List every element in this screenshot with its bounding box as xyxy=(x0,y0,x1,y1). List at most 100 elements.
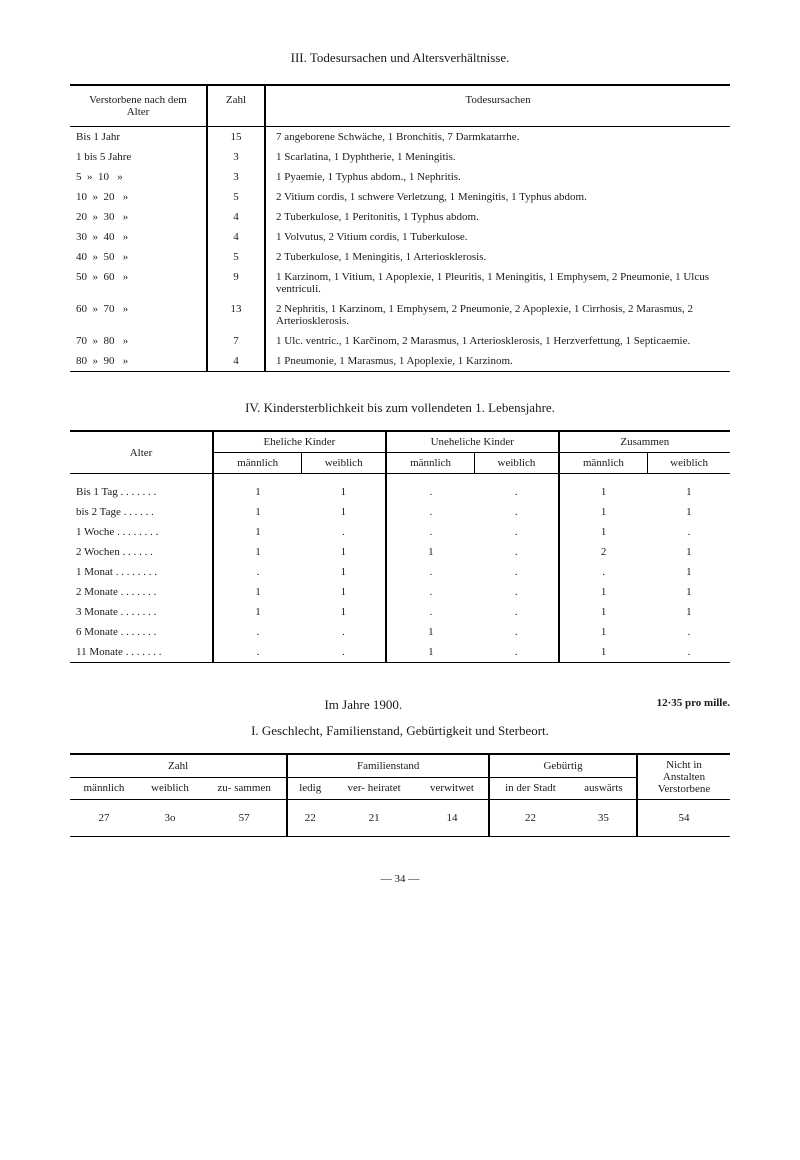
desc-cell: 1 Ulc. ventric., 1 Karčinom, 2 Marasmus,… xyxy=(265,331,730,351)
cell: 22 xyxy=(489,800,571,837)
value-cell: . xyxy=(302,522,386,542)
pro-mille: 12·35 pro mille. xyxy=(657,697,730,709)
desc-cell: 1 Scarlatina, 1 Dyphtherie, 1 Meningitis… xyxy=(265,147,730,167)
value-cell: . xyxy=(386,482,475,502)
im-jahre-text: Im Jahre 1900. xyxy=(324,697,402,712)
value-cell: . xyxy=(475,542,559,562)
value-cell: 1 xyxy=(648,582,730,602)
alter-cell: 60 » 70 » xyxy=(70,299,207,331)
value-cell: . xyxy=(475,622,559,642)
value-cell: 1 xyxy=(302,542,386,562)
cell: 57 xyxy=(202,800,287,837)
value-cell: . xyxy=(648,622,730,642)
value-cell: . xyxy=(475,502,559,522)
desc-cell: 2 Tuberkulose, 1 Meningitis, 1 Arteriosk… xyxy=(265,247,730,267)
value-cell: 1 xyxy=(213,582,302,602)
value-cell: 1 xyxy=(213,602,302,622)
zahl-cell: 4 xyxy=(207,207,265,227)
col-eheliche: Eheliche Kinder xyxy=(213,431,386,453)
desc-cell: 1 Pneumonie, 1 Marasmus, 1 Apoplexie, 1 … xyxy=(265,351,730,372)
value-cell: . xyxy=(475,482,559,502)
value-cell: . xyxy=(213,562,302,582)
value-cell: . xyxy=(475,562,559,582)
alter-cell: Bis 1 Jahr xyxy=(70,127,207,148)
value-cell: . xyxy=(386,502,475,522)
alter-cell: 40 » 50 » xyxy=(70,247,207,267)
value-cell: 1 xyxy=(386,642,475,663)
table-iv: Alter Eheliche Kinder Uneheliche Kinder … xyxy=(70,430,730,663)
section-1-title: I. Geschlecht, Familienstand, Gebürtigke… xyxy=(70,723,730,739)
value-cell: 1 xyxy=(559,582,648,602)
desc-cell: 7 angeborene Schwäche, 1 Bronchitis, 7 D… xyxy=(265,127,730,148)
col-desc: Todesursachen xyxy=(265,85,730,127)
value-cell: . xyxy=(386,562,475,582)
cell: 14 xyxy=(416,800,489,837)
alter-cell: Bis 1 Tag . . . . . . . xyxy=(70,482,213,502)
cell: 3o xyxy=(138,800,202,837)
value-cell: . xyxy=(648,522,730,542)
value-cell: . xyxy=(386,582,475,602)
section-4-title: IV. Kindersterblichkeit bis zum vollende… xyxy=(70,400,730,416)
sub: männlich xyxy=(70,777,138,799)
col-familienstand: Familienstand xyxy=(287,754,489,777)
alter-cell: 80 » 90 » xyxy=(70,351,207,372)
sub: auswärts xyxy=(571,777,637,799)
value-cell: . xyxy=(386,602,475,622)
value-cell: . xyxy=(386,522,475,542)
cell: 22 xyxy=(287,800,332,837)
value-cell: 1 xyxy=(559,502,648,522)
value-cell: . xyxy=(475,642,559,663)
sub: ledig xyxy=(287,777,332,799)
page-footer: — 34 — xyxy=(70,873,730,885)
value-cell: . xyxy=(213,622,302,642)
alter-cell: 70 » 80 » xyxy=(70,331,207,351)
alter-cell: 1 Woche . . . . . . . . xyxy=(70,522,213,542)
alter-cell: 6 Monate . . . . . . . xyxy=(70,622,213,642)
value-cell: 1 xyxy=(386,542,475,562)
zahl-cell: 7 xyxy=(207,331,265,351)
value-cell: . xyxy=(475,522,559,542)
value-cell: 2 xyxy=(559,542,648,562)
value-cell: 1 xyxy=(559,522,648,542)
sub-w: weiblich xyxy=(475,453,559,474)
zahl-cell: 9 xyxy=(207,267,265,299)
value-cell: 1 xyxy=(386,622,475,642)
cell: 21 xyxy=(332,800,416,837)
value-cell: 1 xyxy=(648,482,730,502)
value-cell: 1 xyxy=(559,602,648,622)
alter-cell: 30 » 40 » xyxy=(70,227,207,247)
sub: zu- sammen xyxy=(202,777,287,799)
desc-cell: 2 Nephritis, 1 Karzinom, 1 Emphysem, 2 P… xyxy=(265,299,730,331)
alter-cell: 1 Monat . . . . . . . . xyxy=(70,562,213,582)
value-cell: 1 xyxy=(302,602,386,622)
value-cell: 1 xyxy=(559,642,648,663)
desc-cell: 2 Vitium cordis, 1 schwere Verletzung, 1… xyxy=(265,187,730,207)
value-cell: 1 xyxy=(213,502,302,522)
value-cell: 1 xyxy=(213,542,302,562)
value-cell: 1 xyxy=(559,622,648,642)
zahl-cell: 13 xyxy=(207,299,265,331)
col-alter: Alter xyxy=(70,431,213,474)
im-jahre-title: Im Jahre 1900. 12·35 pro mille. xyxy=(70,697,730,713)
alter-cell: 20 » 30 » xyxy=(70,207,207,227)
alter-cell: 1 bis 5 Jahre xyxy=(70,147,207,167)
value-cell: 1 xyxy=(648,542,730,562)
zahl-cell: 4 xyxy=(207,351,265,372)
sub: ver- heiratet xyxy=(332,777,416,799)
table-iii: Verstorbene nach dem Alter Zahl Todesurs… xyxy=(70,84,730,372)
sub-w: weiblich xyxy=(302,453,386,474)
alter-cell: 11 Monate . . . . . . . xyxy=(70,642,213,663)
value-cell: . xyxy=(475,582,559,602)
alter-cell: bis 2 Tage . . . . . . xyxy=(70,502,213,522)
value-cell: 1 xyxy=(302,582,386,602)
alter-cell: 10 » 20 » xyxy=(70,187,207,207)
sub-m: männlich xyxy=(559,453,648,474)
sub: verwitwet xyxy=(416,777,489,799)
zahl-cell: 5 xyxy=(207,247,265,267)
value-cell: . xyxy=(648,642,730,663)
section-3-title: III. Todesursachen und Altersverhältniss… xyxy=(70,50,730,66)
sub-m: männlich xyxy=(386,453,475,474)
desc-cell: 1 Volvutus, 2 Vitium cordis, 1 Tuberkulo… xyxy=(265,227,730,247)
value-cell: . xyxy=(475,602,559,622)
value-cell: 1 xyxy=(648,602,730,622)
